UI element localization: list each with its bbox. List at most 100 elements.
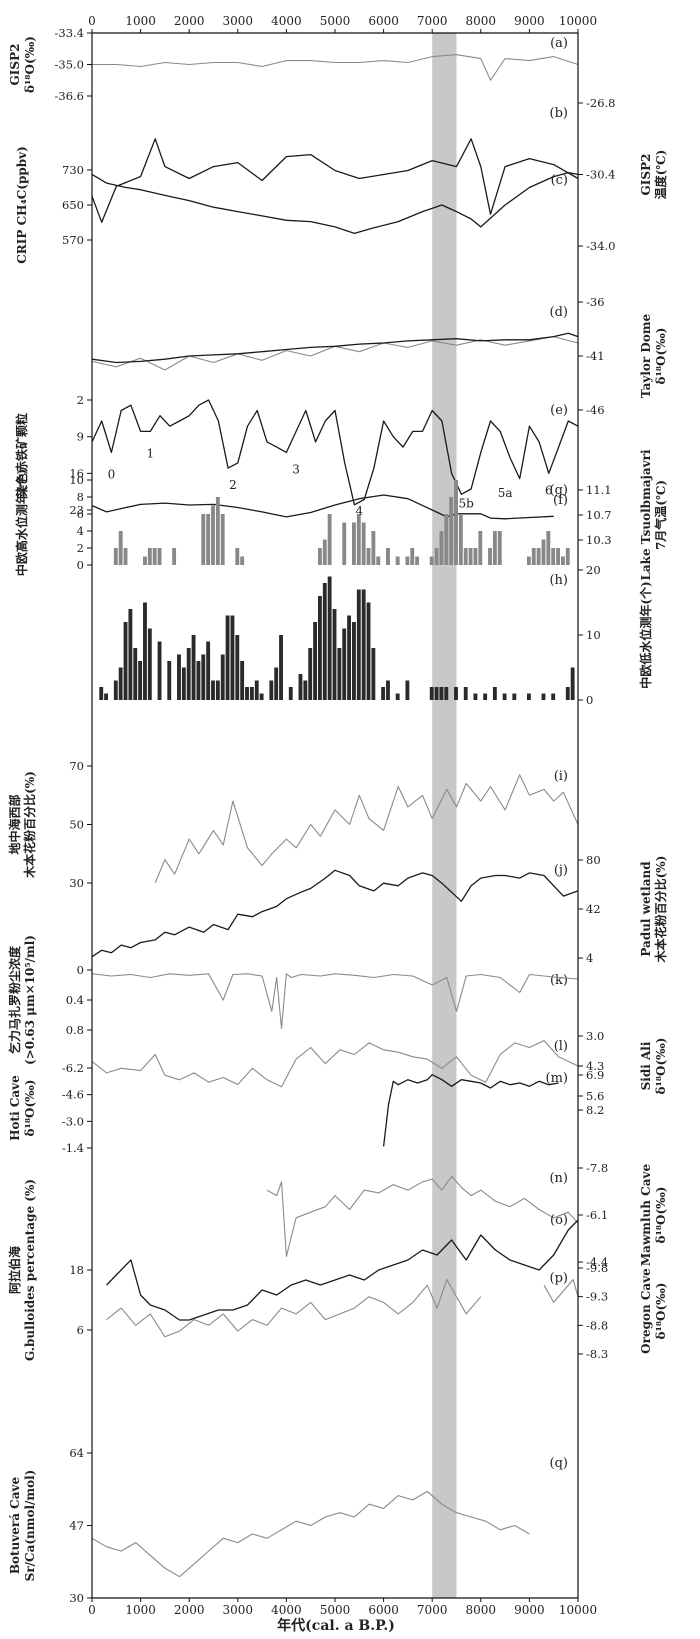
y-tick-label-p: -8.3	[586, 1347, 608, 1361]
y-tick-label-d: -36	[586, 295, 605, 309]
bar-h	[128, 609, 133, 700]
panel-o: 18 6 阿拉伯海 G.bulloides percentage (%) (o)	[7, 1179, 579, 1361]
panel-i: 70 50 30 地中海西部 木本花粉百分比(%) (i)	[7, 759, 579, 890]
bar-h	[366, 602, 371, 700]
bar-g	[565, 548, 570, 565]
bar-g	[536, 548, 541, 565]
bar-g	[458, 514, 463, 565]
y-axis-label-j: Padul wetland	[639, 861, 653, 957]
y-tick-label-c: 650	[62, 198, 84, 212]
event-label-e: 3	[292, 462, 300, 476]
y-tick-label-g: 10	[69, 473, 84, 487]
x-tick-label-top: 7000	[417, 14, 448, 28]
bar-g	[551, 548, 556, 565]
bar-h	[118, 667, 123, 700]
y-tick-label-d: -41	[586, 349, 605, 363]
panel-label-k: (k)	[550, 973, 568, 988]
bar-h	[235, 635, 240, 700]
y-axis-label-a: GISP2	[8, 44, 22, 86]
event-label-e: 5a	[498, 486, 513, 500]
bar-g	[211, 505, 215, 565]
event-label-e: 5b	[459, 496, 475, 510]
bar-h	[177, 654, 181, 700]
bar-h	[405, 680, 410, 700]
y-tick-label-k: 0.8	[66, 1023, 84, 1037]
bar-h	[157, 641, 162, 700]
panel-q: 64 47 30 Botuverá Cave Sr/Ca(nmol/mol) (q)	[8, 1446, 568, 1605]
bar-h	[463, 687, 468, 700]
y-axis-label-m: δ¹⁸O(‰)	[23, 1080, 37, 1137]
bar-h	[220, 654, 225, 700]
bar-h	[454, 687, 458, 700]
bar-g	[235, 548, 240, 565]
panel-p: -9.8 -9.3 -8.8 -8.3 Oregon Cave δ¹⁸O(‰) (p)	[106, 1261, 668, 1361]
bar-h	[269, 680, 274, 700]
y-tick-label-g: 2	[77, 541, 84, 555]
y-axis-label-n: δ¹⁸O(‰)	[654, 1187, 668, 1244]
x-tick-label-top: 0	[88, 14, 96, 28]
bar-g	[322, 539, 327, 565]
bar-g	[556, 548, 560, 565]
series-line-o-0	[106, 1219, 579, 1321]
bar-g	[439, 531, 444, 565]
bar-g	[123, 548, 128, 565]
y-tick-label-i: 50	[69, 818, 84, 832]
panel-label-f: (f)	[553, 493, 568, 508]
y-tick-label-f: 10.7	[586, 508, 612, 522]
bar-h	[167, 661, 172, 700]
series-line-p-0	[106, 1278, 482, 1338]
y-tick-label-d: -46	[586, 403, 605, 417]
y-tick-label-a: -35.0	[55, 58, 85, 72]
bar-g	[361, 522, 366, 565]
series-line-p-1	[543, 1278, 579, 1303]
y-tick-label-o: 18	[69, 1263, 84, 1277]
bar-g	[492, 531, 497, 565]
bar-g	[473, 548, 478, 565]
bar-h	[99, 687, 104, 700]
series-line-f-0	[91, 494, 554, 520]
y-tick-label-k: 0	[77, 963, 84, 977]
bar-g	[478, 531, 483, 565]
bar-g	[463, 548, 468, 565]
y-tick-label-m2: 8.2	[586, 1103, 604, 1117]
series-line-b-0	[91, 138, 579, 223]
series-line-m-0	[382, 1074, 559, 1147]
bar-g	[444, 514, 449, 565]
bar-h	[434, 687, 439, 700]
bar-h	[512, 693, 517, 700]
y-axis-label-f: Lake Tsuolbmajavri	[639, 449, 653, 580]
bar-h	[249, 687, 254, 700]
y-tick-label-e: 16	[69, 466, 84, 480]
bar-g	[157, 548, 162, 565]
panel-label-a: (a)	[550, 36, 568, 51]
series-line-a-0	[92, 54, 579, 81]
bar-h	[279, 635, 283, 700]
panel-j: 80 42 4 Padul wetland 木本花粉百分比(%) (j)	[91, 853, 668, 965]
panel-label-i: (i)	[554, 769, 568, 784]
bar-h	[473, 693, 478, 700]
bar-g	[352, 522, 356, 565]
panel-label-d: (d)	[550, 305, 568, 320]
x-tick-label-bottom: 5000	[320, 1603, 351, 1617]
bar-g	[371, 531, 376, 565]
y-tick-label-n: -4.4	[586, 1255, 608, 1269]
x-tick-label-bottom: 7000	[417, 1603, 448, 1617]
y-axis-label-e: 染色赤铁矿颗粒	[14, 413, 29, 498]
x-tick-label-top: 6000	[368, 14, 399, 28]
y-tick-label-q: 47	[69, 1519, 84, 1533]
bar-h	[327, 576, 332, 700]
panel-m2: 6.9 8.2	[578, 1068, 604, 1117]
event-label-e: 2	[229, 478, 237, 492]
bar-h	[361, 589, 366, 700]
y-tick-label-a: -33.4	[55, 26, 85, 40]
y-tick-label-b: -34.0	[586, 239, 616, 253]
y-axis-label-p: δ¹⁸O(‰)	[654, 1283, 668, 1340]
bar-h	[298, 674, 303, 700]
y-tick-label-m: -6.2	[62, 1061, 84, 1075]
y-axis-label-d: Taylor Dome	[639, 313, 653, 398]
bar-g	[172, 548, 177, 565]
series-line-e-0	[91, 399, 579, 506]
y-tick-label-g: 0	[77, 558, 84, 572]
